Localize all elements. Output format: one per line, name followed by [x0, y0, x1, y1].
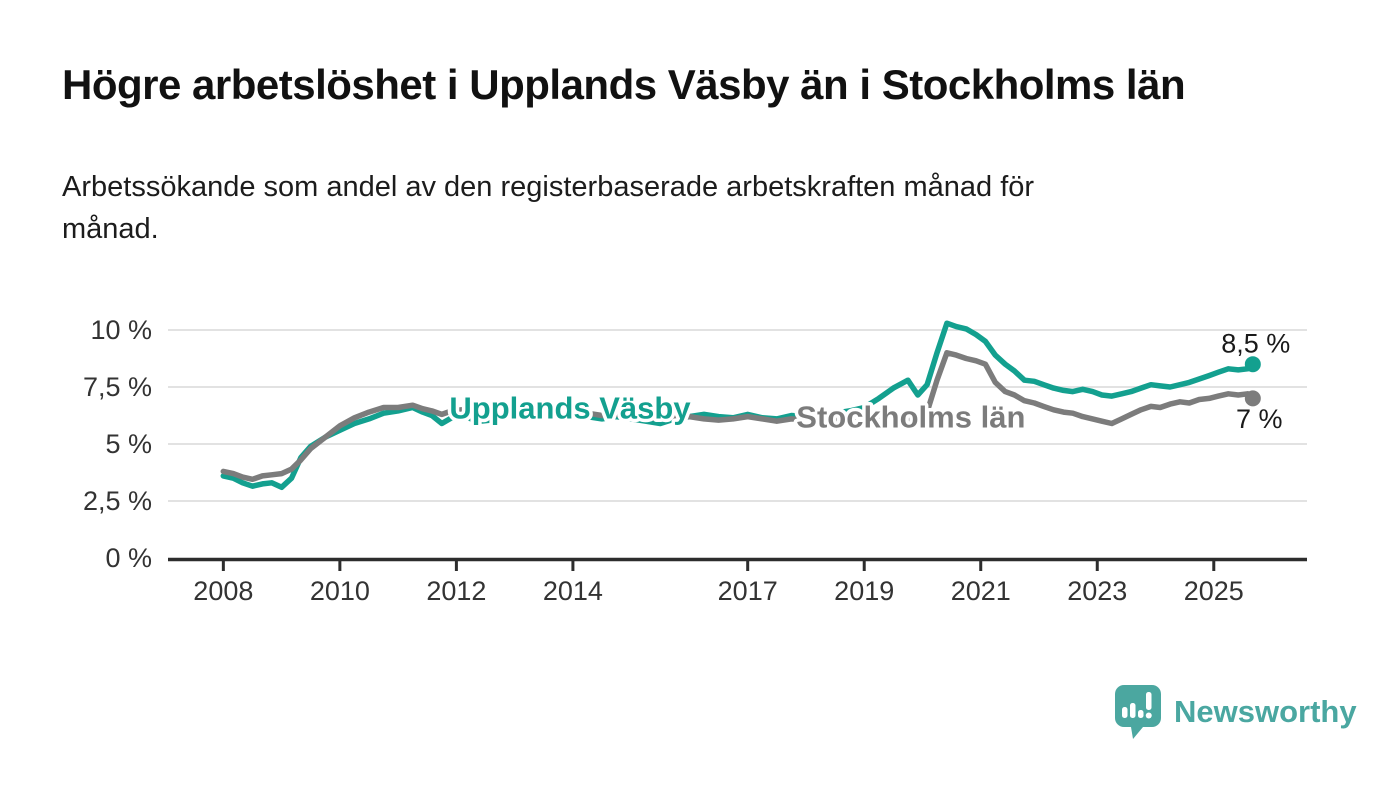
newsworthy-wordmark: Newsworthy	[1174, 694, 1357, 729]
y-axis-label: 2,5 %	[83, 486, 152, 516]
newsworthy-logo: Newsworthy	[1113, 684, 1357, 740]
x-axis-label: 2012	[426, 576, 486, 606]
x-axis-label: 2017	[718, 576, 778, 606]
series-label: Upplands Väsby	[449, 391, 691, 426]
x-axis-label: 2019	[834, 576, 894, 606]
x-axis-label: 2025	[1184, 576, 1244, 606]
subtitle-line-1: Arbetssökande som andel av den registerb…	[62, 171, 1035, 203]
x-axis-label: 2008	[193, 576, 253, 606]
y-axis-label: 7,5 %	[83, 372, 152, 402]
x-axis-label: 2023	[1067, 576, 1127, 606]
series-end-value: 8,5 %	[1221, 329, 1290, 359]
subtitle-line-2: månad.	[62, 213, 159, 245]
newsworthy-bubble-chart-icon	[1115, 685, 1161, 739]
series-label: Stockholms län	[796, 400, 1025, 435]
x-axis-label: 2021	[951, 576, 1011, 606]
y-axis-label: 5 %	[105, 429, 152, 459]
y-axis-label: 0 %	[105, 543, 152, 573]
series-end-value: 7 %	[1236, 404, 1283, 434]
y-axis-label: 10 %	[90, 315, 152, 345]
series-end-dot	[1244, 356, 1261, 373]
series-line	[220, 350, 1256, 483]
x-axis-label: 2014	[543, 576, 603, 606]
series-end-dot	[1244, 390, 1261, 407]
x-axis-label: 2010	[310, 576, 370, 606]
chart-subtitle: Arbetssökande som andel av den registerb…	[62, 166, 1282, 250]
page-title: Högre arbetslöshet i Upplands Väsby än i…	[62, 61, 1186, 108]
series-line	[220, 320, 1256, 491]
